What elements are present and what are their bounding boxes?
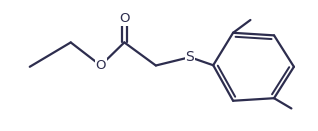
Text: O: O xyxy=(95,59,106,72)
Text: S: S xyxy=(185,50,194,64)
Text: O: O xyxy=(119,12,129,25)
